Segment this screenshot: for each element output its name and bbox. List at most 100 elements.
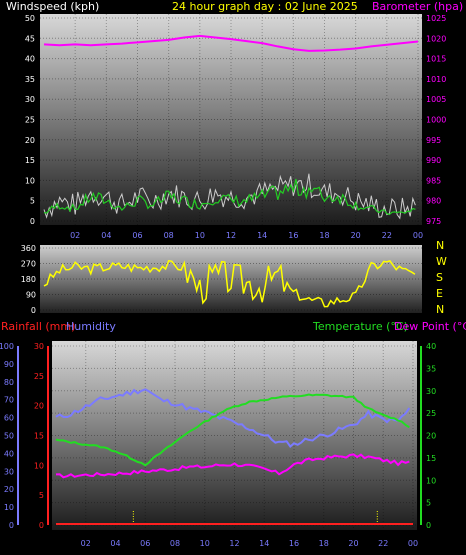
compass-label: N [436,239,444,252]
humidity-tick-label: 60 [4,414,14,423]
windspeed-tick-label: 25 [25,116,35,125]
time-tick-label: 14 [257,231,267,240]
time-tick-label: 20 [348,539,358,548]
windspeed-tick-label: 50 [25,14,35,23]
rainfall-tick-label: 15 [34,432,44,441]
direction-tick-label: 0 [31,306,36,315]
barometer-axis-title: Barometer (hpa) [372,0,463,13]
wind-average-line [43,178,416,216]
rainfall-tick-label: 5 [39,491,44,500]
wind-pressure-plot-area [40,14,422,225]
wind-direction-line [43,259,416,308]
barometer-line [43,34,419,52]
windspeed-tick-label: 35 [25,75,35,84]
barometer-tick-label: 990 [426,156,441,165]
time-tick-label: 16 [288,231,298,240]
barometer-tick-label: 1020 [426,34,446,43]
temperature-tick-label: 15 [426,454,436,463]
time-tick-label: 06 [132,231,142,240]
humidity-tick-label: 20 [4,485,14,494]
compass-label: E [436,287,443,300]
time-tick-label: 10 [200,539,210,548]
time-tick-label: 00 [413,231,423,240]
windspeed-tick-label: 5 [30,197,35,206]
rainfall-tick-label: 10 [34,461,44,470]
time-tick-label: 04 [101,231,111,240]
chart-title: 24 hour graph day : 02 June 2025 [172,0,358,13]
time-tick-label: 20 [351,231,361,240]
time-tick-label: 18 [319,539,329,548]
barometer-tick-label: 1010 [426,75,446,84]
barometer-tick-label: 1015 [426,55,446,64]
humidity-tick-label: 70 [4,396,14,405]
time-tick-label: 08 [164,231,174,240]
humidity-line [55,388,411,448]
rainfall-tick-label: 30 [34,342,44,351]
barometer-tick-label: 975 [426,217,441,226]
barometer-tick-label: 980 [426,197,441,206]
windspeed-tick-label: 15 [25,156,35,165]
humidity-tick-label: 0 [9,521,14,530]
time-tick-label: 16 [289,539,299,548]
temp-humidity-plot-area [52,341,417,530]
time-tick-label: 12 [229,539,239,548]
dewpoint-axis-title: Dew Point (°C) [394,320,466,333]
windspeed-tick-label: 40 [25,55,35,64]
windspeed-tick-label: 10 [25,176,35,185]
time-tick-label: 02 [81,539,91,548]
compass-label: W [436,255,447,268]
time-tick-label: 12 [226,231,236,240]
temperature-tick-label: 10 [426,476,436,485]
windspeed-tick-label: 20 [25,136,35,145]
compass-label: S [436,271,443,284]
temperature-tick-label: 5 [426,499,431,508]
direction-tick-label: 270 [21,260,36,269]
humidity-tick-label: 90 [4,360,14,369]
time-tick-label: 14 [259,539,269,548]
wind-direction-plot-area [40,245,422,313]
temperature-tick-label: 40 [426,342,436,351]
time-tick-label: 08 [170,539,180,548]
windspeed-tick-label: 0 [30,217,35,226]
windspeed-tick-label: 30 [25,95,35,104]
rainfall-tick-label: 20 [34,402,44,411]
barometer-tick-label: 1005 [426,95,446,104]
barometer-tick-label: 985 [426,176,441,185]
time-tick-label: 02 [70,231,80,240]
humidity-tick-label: 40 [4,449,14,458]
barometer-tick-label: 1000 [426,116,446,125]
windspeed-axis-title: Windspeed (kph) [6,0,99,13]
time-tick-label: 22 [382,231,392,240]
time-tick-label: 04 [110,539,120,548]
rainfall-tick-label: 25 [34,372,44,381]
temperature-axis-title: Temperature (°C) [312,320,408,333]
direction-tick-label: 360 [21,244,36,253]
temperature-tick-label: 0 [426,521,431,530]
time-tick-label: 00 [408,539,418,548]
temperature-line [55,393,410,467]
humidity-tick-label: 100 [0,342,14,351]
temperature-tick-label: 30 [426,387,436,396]
time-tick-label: 06 [140,539,150,548]
humidity-axis-title: Humidity [66,320,116,333]
time-tick-label: 18 [319,231,329,240]
temperature-tick-label: 35 [426,364,436,373]
direction-tick-label: 90 [26,291,36,300]
compass-label: N [436,303,444,316]
temperature-tick-label: 25 [426,409,436,418]
humidity-tick-label: 80 [4,378,14,387]
humidity-tick-label: 30 [4,467,14,476]
humidity-tick-label: 50 [4,432,14,441]
rainfall-tick-label: 0 [39,521,44,530]
direction-tick-label: 180 [21,275,36,284]
time-tick-label: 22 [378,539,388,548]
time-tick-label: 10 [195,231,205,240]
rainfall-axis-title: Rainfall (mm) [1,320,75,333]
dewpoint-line [55,453,410,479]
barometer-tick-label: 1025 [426,14,446,23]
windspeed-tick-label: 45 [25,34,35,43]
barometer-tick-label: 995 [426,136,441,145]
temperature-tick-label: 20 [426,432,436,441]
humidity-tick-label: 10 [4,503,14,512]
